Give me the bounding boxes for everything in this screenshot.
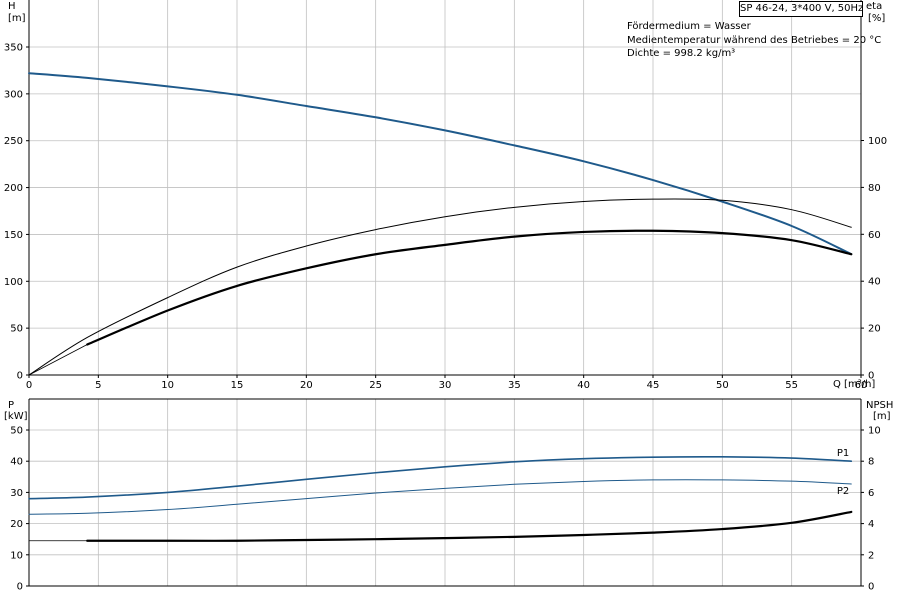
series-line-0-1	[28, 198, 852, 376]
y-tick-label-left: 200	[4, 183, 23, 194]
series-line-1-2	[86, 510, 853, 542]
y-tick-label-right: 8	[868, 457, 874, 468]
series-line-1-0	[28, 455, 853, 500]
x-axis-label: Q [m³/h]	[833, 379, 875, 390]
y-tick-label-left: 40	[10, 457, 23, 468]
medium-info-box: Fördermedium = Wasser Medientemperatur w…	[627, 20, 881, 61]
y-axis-unit-right: [%]	[868, 13, 885, 24]
y-tick-label-left: 50	[10, 324, 23, 335]
y-tick-label-left: 50	[10, 426, 23, 437]
x-tick-label: 35	[508, 380, 521, 391]
y-tick-label-left: 250	[4, 136, 23, 147]
x-tick-label: 55	[785, 380, 798, 391]
pump-title-box: SP 46-24, 3*400 V, 50Hz	[739, 1, 863, 17]
series-line-0-0	[28, 72, 853, 256]
x-tick-label: 15	[231, 380, 244, 391]
series-line-0-2	[86, 229, 853, 346]
x-tick-label: 40	[577, 380, 590, 391]
y-axis-unit-left: [m]	[8, 13, 26, 24]
info-line-medium: Fördermedium = Wasser	[627, 21, 751, 32]
x-tick-label: 60	[855, 380, 868, 391]
y-tick-label-right: 10	[868, 426, 881, 437]
x-tick-label: 50	[716, 380, 729, 391]
x-tick-label: 20	[300, 380, 313, 391]
y-axis-label-left: H	[8, 1, 16, 12]
y-tick-label-left: 350	[4, 43, 23, 54]
y-axis-label-right: NPSH	[866, 400, 893, 411]
y-axis-label-left: P	[8, 400, 14, 411]
y-tick-label-right: 60	[868, 230, 881, 241]
y-axis-unit-right: [m]	[873, 411, 891, 422]
y-axis-unit-left: [kW]	[4, 411, 28, 422]
y-tick-label-right: 0	[868, 371, 874, 382]
y-tick-label-right: 20	[868, 324, 881, 335]
series-line-1-1	[28, 479, 852, 515]
series-label-p2: P2	[837, 486, 849, 497]
x-tick-label: 10	[161, 380, 174, 391]
y-tick-label-left: 300	[4, 89, 23, 100]
x-tick-label: 0	[26, 380, 32, 391]
y-tick-label-left: 30	[10, 488, 23, 499]
info-line-temperature: Medientemperatur während des Betriebes =…	[627, 34, 882, 46]
y-tick-label-left: 0	[17, 371, 23, 382]
x-tick-label: 25	[369, 380, 382, 391]
series-line-0-3	[28, 344, 88, 376]
y-tick-label-right: 100	[868, 136, 887, 147]
x-tick-label: 30	[439, 380, 452, 391]
series-label-p1: P1	[837, 448, 849, 459]
y-tick-label-left: 20	[10, 519, 23, 530]
y-tick-label-right: 2	[868, 550, 874, 561]
y-tick-label-right: 80	[868, 183, 881, 194]
y-tick-label-right: 0	[868, 582, 874, 593]
y-tick-label-right: 4	[868, 519, 874, 530]
x-tick-label: 45	[647, 380, 660, 391]
y-tick-label-right: 40	[868, 277, 881, 288]
y-tick-label-left: 10	[10, 550, 23, 561]
info-line-density: Dichte = 998.2 kg/m³	[627, 48, 736, 59]
y-tick-label-right: 6	[868, 488, 874, 499]
y-tick-label-left: 100	[4, 277, 23, 288]
y-tick-label-left: 150	[4, 230, 23, 241]
x-tick-label: 5	[95, 380, 101, 391]
y-axis-label-right: eta	[866, 1, 882, 12]
y-tick-label-left: 0	[17, 582, 23, 593]
